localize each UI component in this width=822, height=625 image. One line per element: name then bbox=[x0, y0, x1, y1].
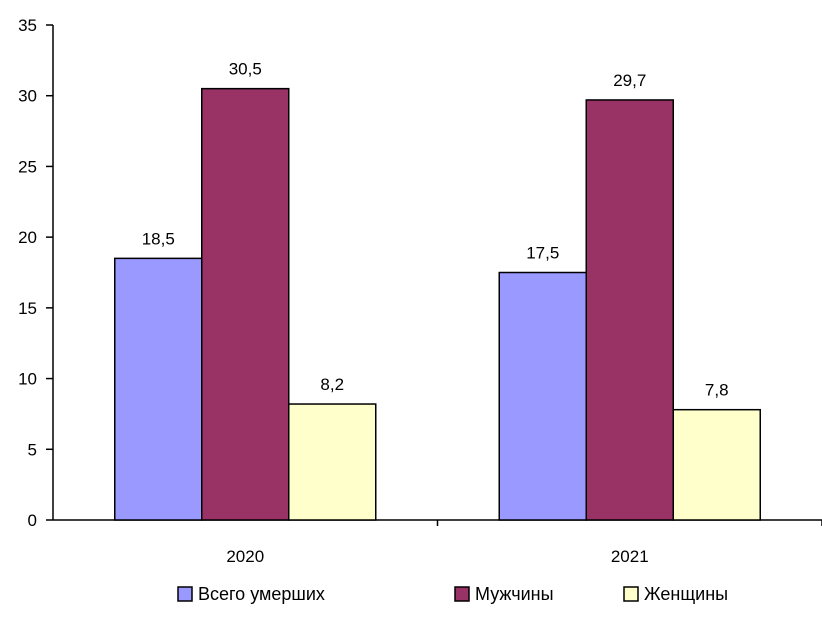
bar bbox=[201, 87, 290, 521]
y-tick-label: 0 bbox=[28, 511, 37, 530]
bar bbox=[585, 99, 674, 521]
data-label: 8,2 bbox=[320, 375, 344, 394]
y-tick-label: 35 bbox=[18, 16, 37, 35]
data-label: 17,5 bbox=[526, 244, 559, 263]
y-axis: 0 5 10 15 20 25 30 35 bbox=[18, 16, 54, 530]
legend-label: Женщины bbox=[644, 584, 728, 604]
legend-label: Мужчины bbox=[475, 584, 554, 604]
y-tick-label: 20 bbox=[18, 228, 37, 247]
legend-swatch bbox=[177, 586, 193, 602]
y-tick-label: 10 bbox=[18, 370, 37, 389]
y-tick-label: 25 bbox=[18, 157, 37, 176]
legend-swatch bbox=[454, 586, 470, 602]
y-tick-label: 30 bbox=[18, 87, 37, 106]
x-tick-label: 2020 bbox=[226, 547, 264, 566]
y-tick-label: 5 bbox=[28, 440, 37, 459]
x-tick-label: 2021 bbox=[611, 547, 649, 566]
bar bbox=[114, 257, 203, 521]
data-label: 30,5 bbox=[229, 60, 262, 79]
data-label: 29,7 bbox=[613, 71, 646, 90]
bars: 18,5 30,5 8,2 17,5 29,7 7,8 bbox=[114, 60, 761, 521]
legend-swatch bbox=[623, 586, 639, 602]
x-axis: 2020 2021 bbox=[53, 519, 822, 566]
bar bbox=[288, 403, 377, 521]
legend-label: Всего умерших bbox=[198, 584, 325, 604]
data-label: 7,8 bbox=[705, 381, 729, 400]
bar bbox=[498, 271, 587, 521]
data-label: 18,5 bbox=[142, 229, 175, 248]
bar bbox=[672, 408, 761, 521]
y-tick-label: 15 bbox=[18, 299, 37, 318]
legend: Всего умерших Мужчины Женщины bbox=[177, 584, 728, 604]
